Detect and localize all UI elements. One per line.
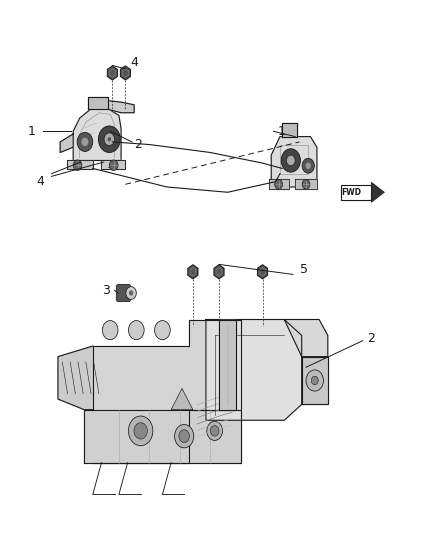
Polygon shape bbox=[271, 136, 317, 187]
Circle shape bbox=[128, 320, 144, 340]
Polygon shape bbox=[102, 160, 125, 169]
Polygon shape bbox=[120, 66, 131, 80]
Polygon shape bbox=[258, 265, 268, 279]
Circle shape bbox=[81, 138, 88, 146]
Circle shape bbox=[302, 158, 314, 173]
Polygon shape bbox=[73, 108, 121, 160]
FancyBboxPatch shape bbox=[116, 285, 131, 302]
Polygon shape bbox=[171, 389, 193, 410]
Text: 2: 2 bbox=[134, 138, 142, 151]
Circle shape bbox=[134, 423, 147, 439]
Circle shape bbox=[275, 180, 283, 189]
Polygon shape bbox=[84, 410, 241, 463]
Polygon shape bbox=[282, 123, 297, 136]
Polygon shape bbox=[295, 179, 317, 189]
Polygon shape bbox=[107, 66, 117, 80]
Circle shape bbox=[210, 426, 219, 436]
Text: 1: 1 bbox=[28, 125, 36, 138]
Polygon shape bbox=[93, 319, 241, 463]
Circle shape bbox=[306, 370, 323, 391]
Text: 4: 4 bbox=[130, 56, 138, 69]
Polygon shape bbox=[60, 134, 73, 152]
Circle shape bbox=[175, 424, 194, 448]
Circle shape bbox=[108, 137, 111, 141]
Circle shape bbox=[110, 160, 118, 171]
Polygon shape bbox=[206, 319, 302, 420]
Circle shape bbox=[302, 180, 310, 189]
Circle shape bbox=[128, 416, 153, 446]
Circle shape bbox=[281, 149, 300, 172]
Circle shape bbox=[311, 376, 318, 385]
Text: 4: 4 bbox=[37, 175, 45, 188]
Text: 2: 2 bbox=[367, 332, 375, 344]
Polygon shape bbox=[67, 160, 93, 169]
Bar bbox=[341, 185, 371, 200]
Text: 1: 1 bbox=[278, 125, 286, 138]
Circle shape bbox=[155, 320, 170, 340]
Circle shape bbox=[104, 133, 115, 146]
Circle shape bbox=[129, 290, 133, 296]
Text: 5: 5 bbox=[300, 263, 307, 276]
Polygon shape bbox=[58, 346, 93, 410]
Polygon shape bbox=[371, 182, 385, 203]
Text: FWD: FWD bbox=[342, 188, 362, 197]
Polygon shape bbox=[269, 179, 289, 189]
Circle shape bbox=[207, 421, 223, 440]
Polygon shape bbox=[284, 319, 328, 357]
Circle shape bbox=[286, 155, 295, 166]
Polygon shape bbox=[95, 100, 134, 113]
Circle shape bbox=[126, 287, 136, 300]
Polygon shape bbox=[88, 97, 108, 109]
Polygon shape bbox=[188, 265, 198, 279]
Circle shape bbox=[77, 132, 93, 151]
Circle shape bbox=[306, 163, 311, 169]
Circle shape bbox=[179, 430, 190, 442]
Polygon shape bbox=[219, 319, 237, 410]
Circle shape bbox=[99, 126, 120, 152]
Circle shape bbox=[73, 160, 82, 171]
Circle shape bbox=[102, 320, 118, 340]
Text: 3: 3 bbox=[102, 284, 110, 297]
Polygon shape bbox=[302, 357, 328, 405]
Polygon shape bbox=[214, 265, 224, 279]
